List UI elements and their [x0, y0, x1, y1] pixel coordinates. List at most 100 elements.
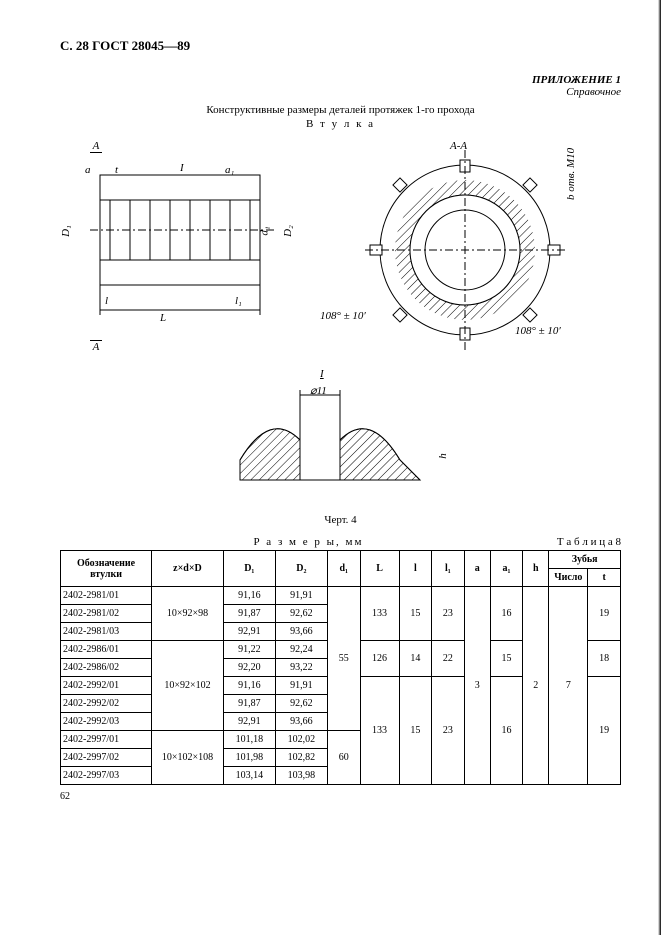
- cell-id: 2402-2981/02: [61, 605, 152, 623]
- cell-D2: 92,62: [275, 695, 327, 713]
- cell-D2: 102,02: [275, 731, 327, 749]
- cell-D1: 103,14: [223, 767, 275, 785]
- cell-zn: 7: [549, 587, 588, 785]
- th-d1: d₁: [327, 551, 360, 587]
- cell-id: 2402-2997/03: [61, 767, 152, 785]
- table-number: Т а б л и ц а 8: [557, 536, 621, 548]
- cell-zt: 18: [588, 641, 621, 677]
- cell-D2: 91,91: [275, 677, 327, 695]
- cell-l1: 23: [432, 677, 465, 785]
- cell-D1: 91,87: [223, 695, 275, 713]
- cell-id: 2402-2997/01: [61, 731, 152, 749]
- figure-subtitle: В т у л к а: [60, 118, 621, 130]
- cell-zdD: 10×92×102: [152, 641, 224, 731]
- section-arrow-bottom: A: [90, 340, 102, 353]
- appendix-sub: Справочное: [60, 86, 621, 98]
- dim-D1: D₁: [60, 225, 72, 237]
- footer-page-number: 62: [60, 791, 621, 802]
- cell-l1: 22: [432, 641, 465, 677]
- cell-id: 2402-2981/01: [61, 587, 152, 605]
- cell-id: 2402-2992/02: [61, 695, 152, 713]
- appendix-block: ПРИЛОЖЕНИЕ 1 Справочное: [60, 74, 621, 98]
- cell-D1: 101,18: [223, 731, 275, 749]
- detail-I-title: I: [320, 368, 324, 380]
- th-teeth: Зубья: [549, 551, 621, 569]
- dimensions-table: Обозначение втулки z×d×D D₁ D₂ d₁ L l l₁…: [60, 550, 621, 785]
- section-arrow-top: A: [90, 140, 102, 153]
- th-l: l: [399, 551, 432, 587]
- cell-id: 2402-2992/03: [61, 713, 152, 731]
- th-l1: l₁: [432, 551, 465, 587]
- cell-D1: 92,91: [223, 623, 275, 641]
- dim-d1: d₁: [259, 226, 271, 235]
- angle-note-right: 108° ± 10′: [515, 325, 561, 337]
- cell-D1: 91,22: [223, 641, 275, 659]
- cell-D2: 93,66: [275, 713, 327, 731]
- cell-id: 2402-2997/02: [61, 749, 152, 767]
- cell-L: 133: [360, 677, 399, 785]
- th-a: a: [464, 551, 490, 587]
- detail-view-drawing: [230, 390, 430, 500]
- cell-D2: 92,24: [275, 641, 327, 659]
- th-h: h: [523, 551, 549, 587]
- cell-D2: 93,66: [275, 623, 327, 641]
- appendix-title: ПРИЛОЖЕНИЕ 1: [60, 74, 621, 86]
- cell-D2: 93,22: [275, 659, 327, 677]
- cell-D1: 91,16: [223, 677, 275, 695]
- th-zdD: z×d×D: [152, 551, 224, 587]
- page-header: С. 28 ГОСТ 28045—89: [60, 38, 621, 54]
- dim-h: h: [437, 453, 449, 459]
- th-D2: D₂: [275, 551, 327, 587]
- cell-L: 126: [360, 641, 399, 677]
- detail-I-label: I: [180, 162, 184, 174]
- cell-a: 3: [464, 587, 490, 785]
- cell-id: 2402-2986/02: [61, 659, 152, 677]
- section-view-drawing: [360, 150, 570, 350]
- figure-caption: Черт. 4: [60, 514, 621, 526]
- th-id: Обозначение втулки: [61, 551, 152, 587]
- cell-l: 14: [399, 641, 432, 677]
- cell-zdD: 10×102×108: [152, 731, 224, 785]
- cell-D1: 92,91: [223, 713, 275, 731]
- th-L: L: [360, 551, 399, 587]
- cell-D1: 91,16: [223, 587, 275, 605]
- page: С. 28 ГОСТ 28045—89 ПРИЛОЖЕНИЕ 1 Справоч…: [0, 0, 661, 822]
- dim-t: t: [115, 164, 118, 176]
- dim-D2: D₂: [282, 225, 294, 237]
- cell-D2: 102,82: [275, 749, 327, 767]
- dim-a1: a₁: [225, 164, 234, 176]
- cell-D1: 92,20: [223, 659, 275, 677]
- th-a1: a₁: [490, 551, 523, 587]
- cell-D2: 92,62: [275, 605, 327, 623]
- cell-d1: 60: [327, 731, 360, 785]
- cell-id: 2402-2981/03: [61, 623, 152, 641]
- cell-D2: 103,98: [275, 767, 327, 785]
- figure-title: Конструктивные размеры деталей протяжек …: [60, 104, 621, 116]
- cell-L: 133: [360, 587, 399, 641]
- dim-L: L: [160, 312, 166, 324]
- cell-zdD: 10×92×98: [152, 587, 224, 641]
- table-caption: Р а з м е р ы, мм Т а б л и ц а 8: [60, 536, 621, 548]
- cell-d1: 55: [327, 587, 360, 731]
- cell-l: 15: [399, 587, 432, 641]
- angle-note-left: 108° ± 10′: [320, 310, 366, 322]
- figure-area: A a t I a₁ D₁ d₁ D₂ l l₁ L A A-A: [60, 140, 621, 510]
- cell-a1: 16: [490, 587, 523, 641]
- cell-id: 2402-2986/01: [61, 641, 152, 659]
- cell-l1: 23: [432, 587, 465, 641]
- table-size-label: Р а з м е р ы, мм: [60, 536, 557, 548]
- dim-l1: l₁: [235, 295, 242, 307]
- cell-D1: 91,87: [223, 605, 275, 623]
- th-D1: D₁: [223, 551, 275, 587]
- cell-h: 2: [523, 587, 549, 785]
- cell-id: 2402-2992/01: [61, 677, 152, 695]
- cell-D2: 91,91: [275, 587, 327, 605]
- cell-a1: 15: [490, 641, 523, 677]
- cell-l: 15: [399, 677, 432, 785]
- table-row: 2402-2981/0110×92×9891,1691,915513315233…: [61, 587, 621, 605]
- cell-a1: 16: [490, 677, 523, 785]
- thread-note: b отв. M10: [565, 148, 577, 200]
- th-teeth-n: Число: [549, 569, 588, 587]
- cell-zt: 19: [588, 677, 621, 785]
- cell-zt: 19: [588, 587, 621, 641]
